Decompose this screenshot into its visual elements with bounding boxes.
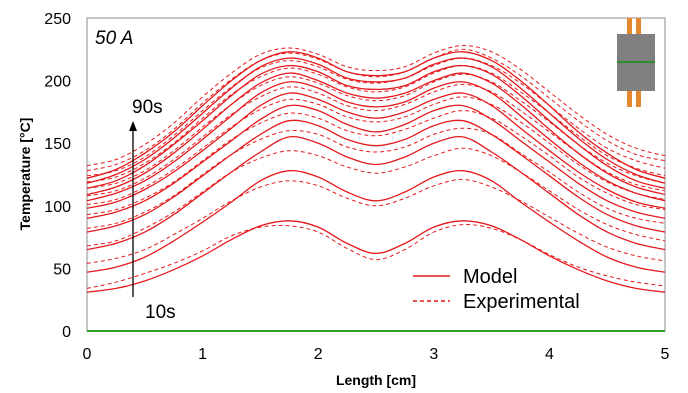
model-curve-2 xyxy=(86,170,666,273)
y-tick-label: 150 xyxy=(44,136,71,153)
legend-experimental-label: Experimental xyxy=(463,291,580,313)
experimental-curve-12 xyxy=(86,44,666,167)
time-label-end: 90s xyxy=(132,97,163,118)
x-tick-label: 4 xyxy=(545,346,554,363)
experimental-curve-8 xyxy=(86,73,666,189)
experimental-curve-9 xyxy=(86,65,666,183)
experimental-curve-10 xyxy=(86,57,666,177)
experimental-curve-3 xyxy=(86,147,666,247)
current-annotation: 50 A xyxy=(95,28,133,49)
y-tick-label: 0 xyxy=(62,324,71,341)
x-tick-label: 0 xyxy=(83,346,92,363)
model-curve-5 xyxy=(86,104,666,219)
experimental-curve-5 xyxy=(86,110,666,216)
experimental-curve-11 xyxy=(86,48,666,172)
x-tick-label: 3 xyxy=(429,346,438,363)
x-tick-label: 5 xyxy=(661,346,670,363)
experimental-series-group xyxy=(86,44,666,289)
time-label-start: 10s xyxy=(145,302,176,323)
model-curve-11 xyxy=(86,51,666,179)
legend-model-label: Model xyxy=(463,266,517,288)
y-tick-label: 200 xyxy=(44,74,71,91)
legend: Model Experimental xyxy=(413,266,580,313)
connector-bottom-right xyxy=(636,91,641,107)
model-curve-3 xyxy=(86,135,666,251)
experimental-curve-2 xyxy=(86,178,666,264)
model-curve-7 xyxy=(86,81,666,202)
x-tick-label: 2 xyxy=(314,346,323,363)
y-axis-title: Temperature [°C] xyxy=(17,118,33,231)
model-curve-10 xyxy=(86,57,666,184)
x-axis-ticks: 0 1 2 3 4 5 xyxy=(83,346,670,363)
connector-top-right xyxy=(636,18,641,34)
experimental-curve-6 xyxy=(86,96,666,205)
connector-top-left xyxy=(627,18,632,34)
y-tick-label: 250 xyxy=(44,11,71,28)
experimental-curve-4 xyxy=(86,127,666,229)
time-arrow-head xyxy=(129,121,137,131)
y-tick-label: 50 xyxy=(53,261,71,278)
model-series-group xyxy=(86,51,666,293)
x-axis-title: Length [cm] xyxy=(336,372,416,388)
model-curve-4 xyxy=(86,119,666,233)
model-curve-6 xyxy=(86,92,666,209)
model-curve-9 xyxy=(86,64,666,189)
specimen-icon xyxy=(617,18,655,107)
y-tick-label: 100 xyxy=(44,199,71,216)
experimental-curve-1 xyxy=(86,223,666,289)
connector-bottom-left xyxy=(627,91,632,107)
model-curve-1 xyxy=(86,220,666,293)
x-tick-label: 1 xyxy=(198,346,207,363)
y-axis-ticks: 0 50 100 150 200 250 xyxy=(44,11,71,341)
model-curve-8 xyxy=(86,72,666,196)
